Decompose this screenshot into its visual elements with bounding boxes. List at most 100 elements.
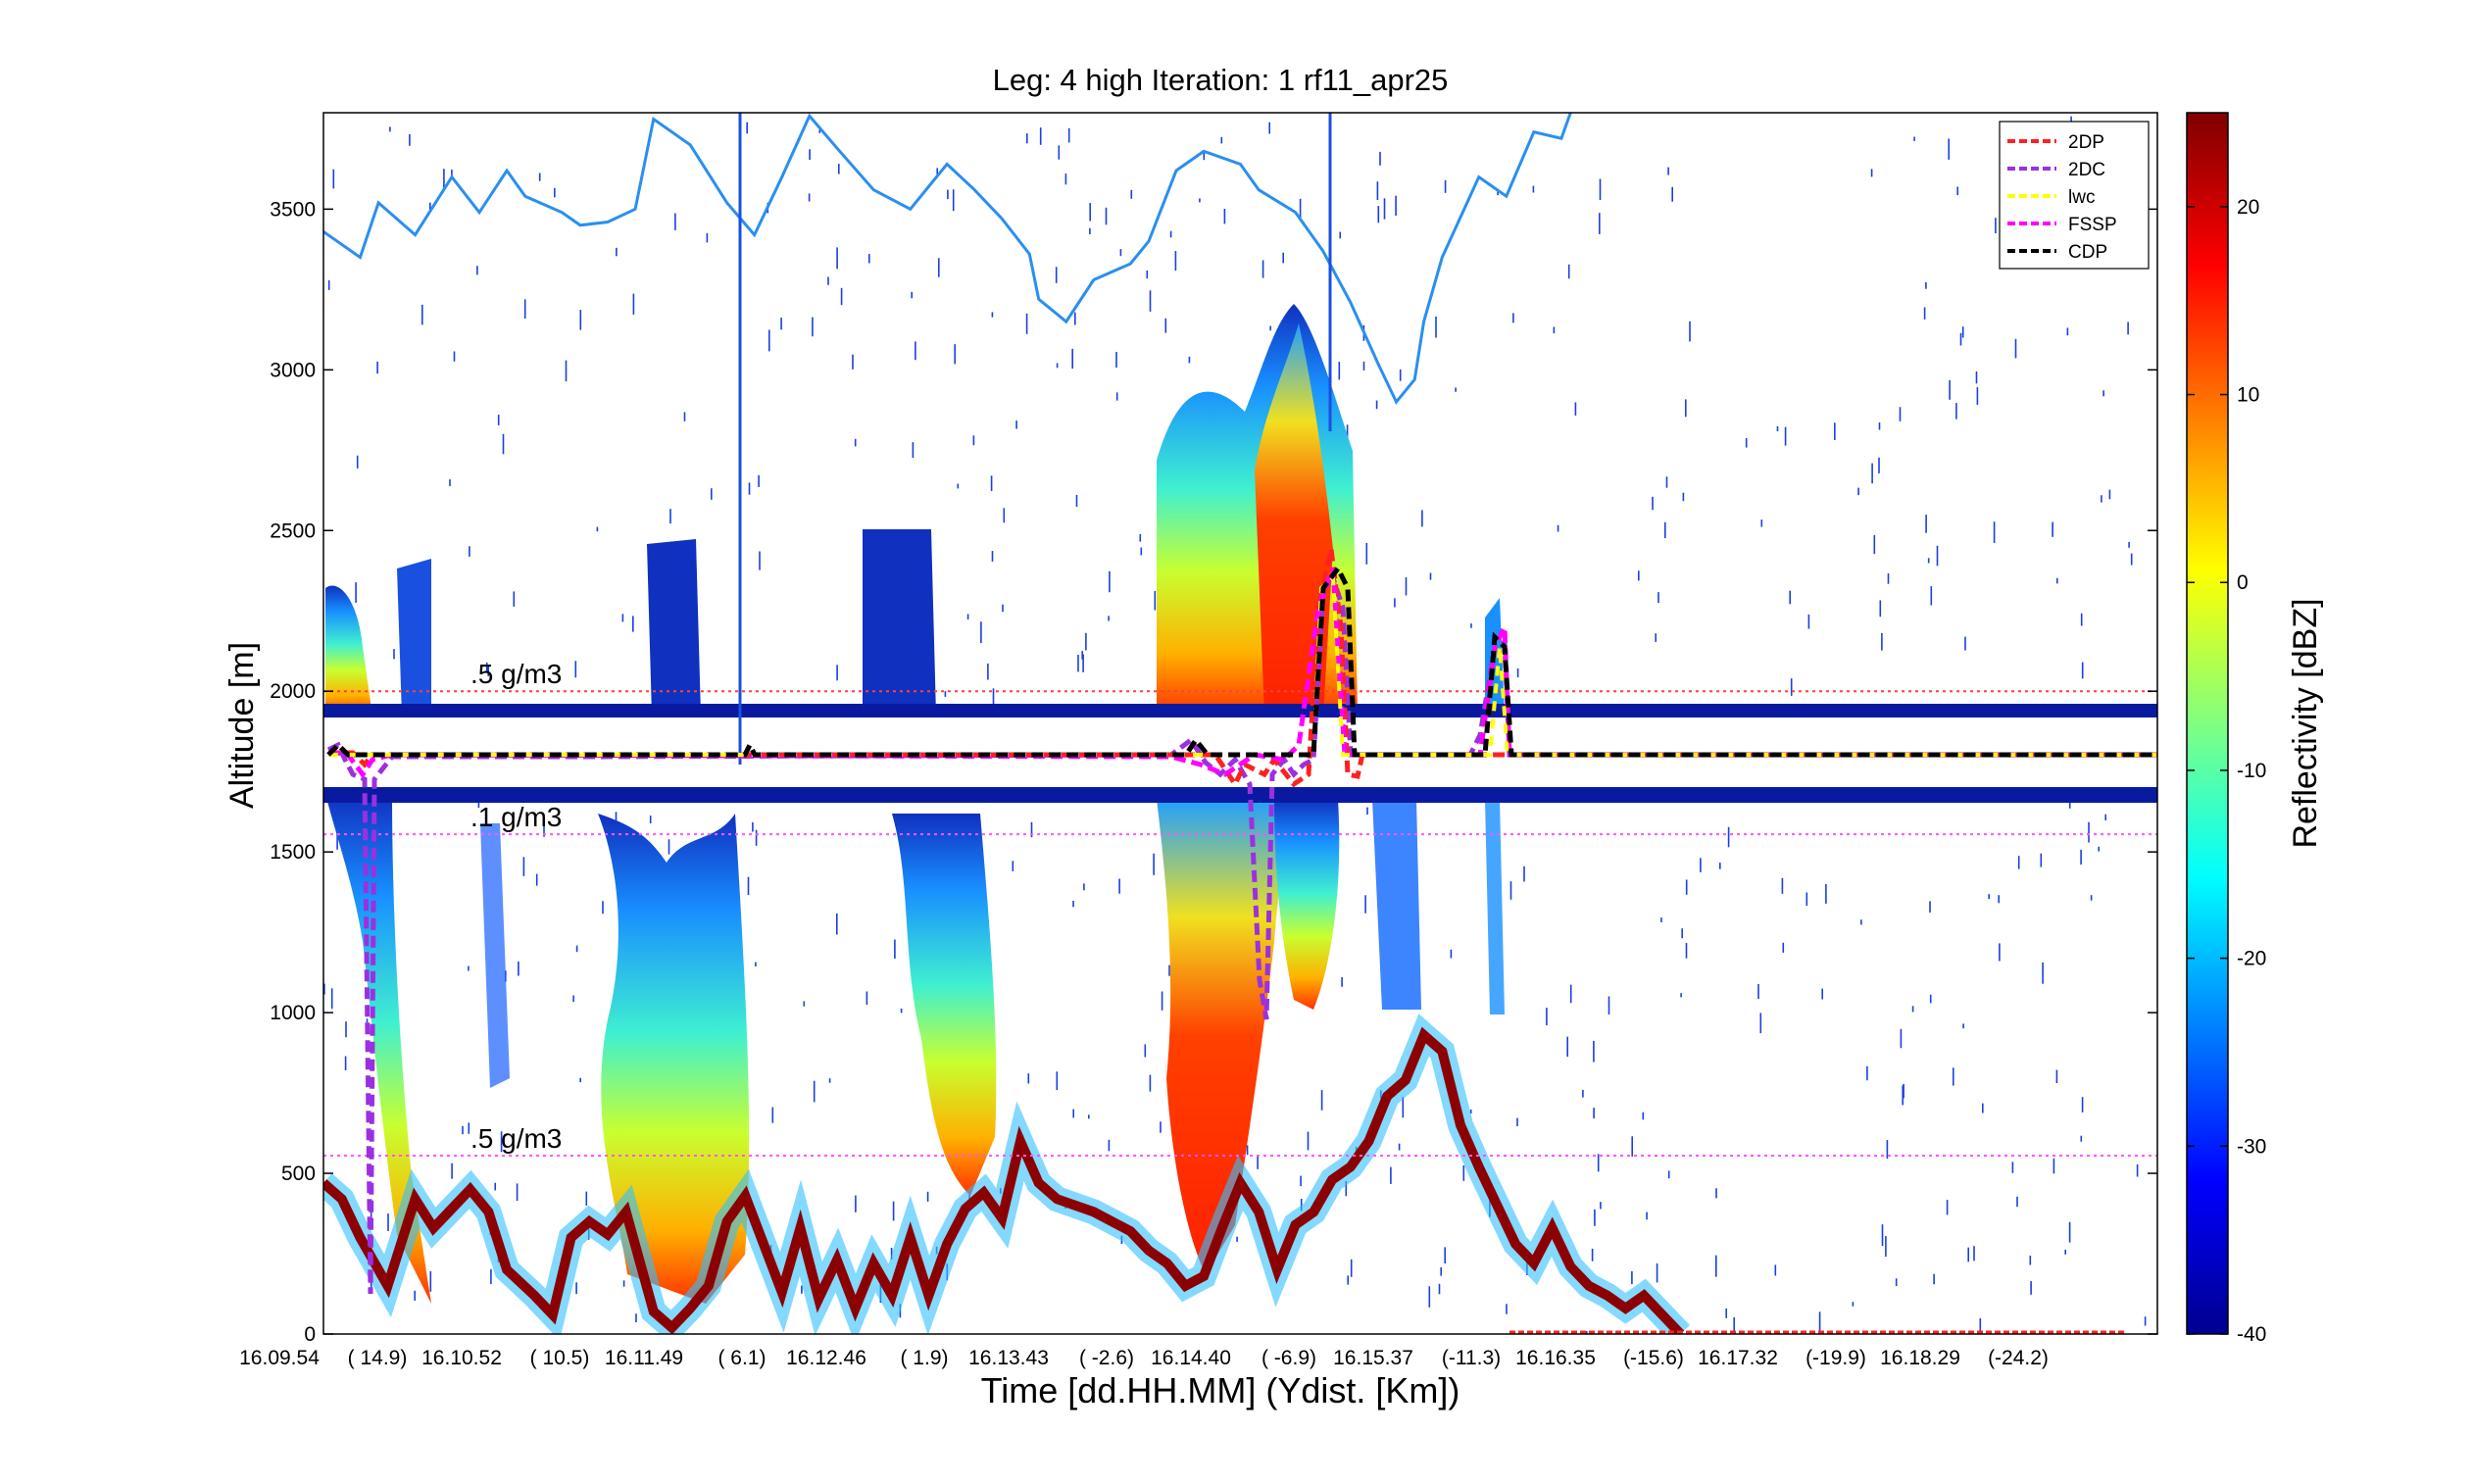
- noise-speck: [890, 1248, 893, 1260]
- noise-speck: [585, 1191, 588, 1206]
- noise-speck: [1660, 917, 1662, 922]
- noise-speck: [2081, 1097, 2084, 1113]
- noise-speck: [1953, 1067, 1954, 1086]
- noise-speck: [1365, 542, 1368, 565]
- noise-speck: [330, 988, 333, 1010]
- noise-speck: [972, 435, 975, 446]
- x-tick-dist: ( 10.5): [530, 1347, 590, 1369]
- noise-speck: [1375, 400, 1378, 410]
- noise-speck: [1790, 678, 1793, 696]
- noise-speck: [1933, 1273, 1935, 1285]
- noise-speck: [1077, 655, 1079, 672]
- noise-speck: [356, 455, 359, 469]
- noise-speck: [1345, 1181, 1348, 1197]
- noise-speck: [2052, 521, 2053, 537]
- noise-speck: [2064, 1249, 2066, 1255]
- noise-speck: [1913, 136, 1915, 141]
- noise-speck: [1390, 1166, 1392, 1184]
- noise-speck: [1339, 231, 1341, 239]
- x-tick-dist: ( 1.9): [900, 1347, 948, 1369]
- noise-speck: [1455, 387, 1457, 392]
- noise-speck: [443, 169, 445, 188]
- noise-speck: [622, 1280, 625, 1287]
- annotation-label-mid: .1 g/m3: [470, 802, 562, 832]
- noise-speck: [575, 1282, 577, 1295]
- noise-speck: [500, 1131, 503, 1153]
- noise-speck: [836, 913, 838, 935]
- noise-speck: [469, 546, 470, 557]
- noise-speck: [1964, 636, 1966, 651]
- noise-speck: [1516, 668, 1519, 678]
- noise-speck: [1119, 249, 1122, 257]
- noise-speck: [1774, 1264, 1777, 1276]
- noise-speck: [1435, 316, 1437, 338]
- noise-speck: [938, 258, 940, 277]
- noise-speck: [1223, 209, 1226, 224]
- noise-speck: [1652, 496, 1654, 511]
- noise-speck: [1015, 420, 1017, 429]
- noise-speck: [1685, 943, 1688, 959]
- x-tick-dist: ( -6.9): [1261, 1347, 1316, 1369]
- noise-speck: [674, 213, 676, 230]
- noise-speck: [1557, 524, 1559, 532]
- noise-speck: [1685, 399, 1687, 418]
- noise-speck: [1900, 1028, 1903, 1049]
- noise-speck: [1681, 928, 1683, 939]
- noise-speck: [1003, 508, 1006, 523]
- cloud-patch-1: [325, 794, 431, 1304]
- noise-speck: [2136, 1163, 2139, 1177]
- noise-speck: [393, 649, 395, 660]
- noise-speck: [771, 1107, 774, 1123]
- noise-speck: [575, 945, 578, 953]
- x-tick-dist: (-24.2): [1988, 1347, 2049, 1369]
- noise-speck: [2088, 821, 2090, 843]
- noise-speck: [1149, 1074, 1152, 1092]
- noise-speck: [1961, 326, 1964, 338]
- noise-speck: [2144, 1316, 2147, 1326]
- y-tick-label: 3000: [270, 359, 316, 381]
- cloud-top-line: [323, 113, 1572, 405]
- noise-speck: [1586, 1331, 1588, 1334]
- noise-speck: [1347, 1275, 1349, 1285]
- noise-speck: [502, 433, 505, 455]
- x-tick-dist: ( 14.9): [348, 1347, 408, 1369]
- noise-speck: [579, 1077, 581, 1083]
- noise-speck: [1881, 1224, 1884, 1247]
- noise-speck: [1975, 371, 1978, 384]
- noise-speck: [1064, 173, 1067, 185]
- noise-speck: [1089, 203, 1091, 222]
- noise-speck: [1860, 919, 1862, 925]
- noise-speck: [1144, 1044, 1147, 1058]
- noise-speck: [1082, 654, 1084, 672]
- noise-speck: [616, 247, 618, 257]
- noise-speck: [1852, 1302, 1855, 1307]
- noise-speck: [516, 1183, 519, 1202]
- cloud-patch-3: [892, 814, 997, 1196]
- noise-speck: [1567, 264, 1570, 279]
- noise-speck: [1995, 218, 1997, 233]
- noise-speck: [1072, 901, 1074, 908]
- noise-speck: [1655, 633, 1657, 642]
- noise-speck: [1516, 1117, 1518, 1126]
- noise-speck: [1071, 348, 1073, 370]
- noise-speck: [490, 1268, 492, 1284]
- noise-speck: [2130, 553, 2133, 566]
- noise-speck: [912, 442, 915, 459]
- noise-speck: [808, 193, 811, 202]
- noise-speck: [1930, 586, 1933, 606]
- noise-speck: [1075, 494, 1078, 508]
- y-tick-label: 500: [281, 1162, 316, 1185]
- noise-speck: [2053, 1158, 2055, 1174]
- x-axis-ticks: 16.09.54 ( 14.9) 16.10.52 ( 10.5) 16.11.49 ( …: [239, 1347, 2049, 1369]
- noise-speck: [801, 1285, 803, 1294]
- noise-speck: [1450, 949, 1453, 959]
- noise-speck: [409, 133, 411, 146]
- noise-speck: [1429, 572, 1432, 580]
- noise-speck: [1725, 1308, 1727, 1318]
- noise-speck: [1999, 943, 2001, 962]
- noise-speck: [1553, 326, 1556, 334]
- noise-speck: [668, 839, 670, 855]
- noise-speck: [1164, 318, 1167, 333]
- noise-speck: [1154, 591, 1157, 611]
- noise-speck: [711, 488, 713, 500]
